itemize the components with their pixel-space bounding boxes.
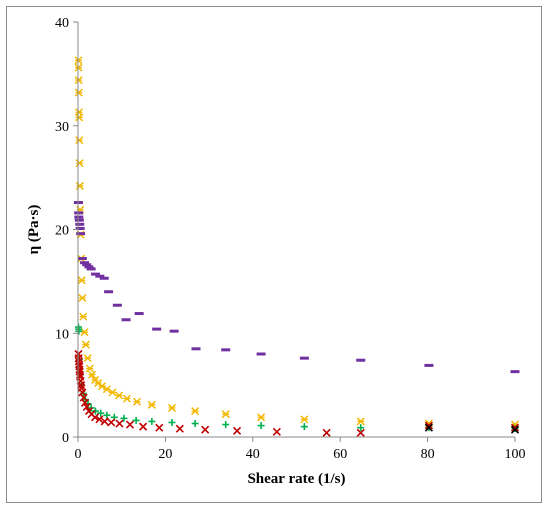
data-point <box>120 414 128 422</box>
data-point <box>87 370 97 379</box>
data-point <box>155 423 164 432</box>
data-point <box>78 293 87 303</box>
data-point <box>108 388 117 397</box>
x-tick-label: 40 <box>246 447 260 462</box>
data-point <box>191 420 199 428</box>
data-point <box>221 410 230 419</box>
data-point <box>75 327 83 335</box>
y-tick-label: 30 <box>55 120 69 135</box>
data-point <box>81 340 90 349</box>
data-point <box>80 328 89 337</box>
data-point <box>75 113 84 122</box>
axes <box>73 21 516 442</box>
y-tick-label: 10 <box>55 327 69 342</box>
data-point <box>300 415 309 424</box>
data-point <box>257 413 266 422</box>
chart-frame <box>6 6 542 503</box>
data-point <box>85 364 94 373</box>
data-point <box>90 413 100 422</box>
y-tick-label: 0 <box>62 431 69 446</box>
data-point <box>95 415 104 424</box>
data-point <box>272 427 281 436</box>
data-point <box>97 409 105 417</box>
data-point <box>510 423 520 432</box>
data-point <box>356 428 365 437</box>
data-point <box>357 424 365 432</box>
data-point <box>100 417 109 426</box>
data-point <box>122 394 131 403</box>
data-marks <box>73 56 520 437</box>
x-tick-label: 100 <box>505 447 526 462</box>
x-tick-label: 20 <box>158 447 172 462</box>
series-4 <box>74 349 520 437</box>
series-1 <box>74 56 520 429</box>
data-point <box>83 354 92 363</box>
data-point <box>222 421 230 429</box>
data-point <box>82 402 91 411</box>
data-point <box>300 423 308 431</box>
data-point <box>74 76 83 85</box>
data-point <box>125 420 135 429</box>
tick-labels: 0 10 20 30 40 0 20 40 60 80 100 <box>55 16 526 462</box>
data-point <box>74 88 83 97</box>
x-tick-label: 80 <box>421 447 435 462</box>
data-point <box>167 403 176 412</box>
data-point <box>175 424 184 433</box>
x-tick-label: 60 <box>333 447 347 462</box>
data-point <box>75 159 84 168</box>
data-point <box>77 276 86 285</box>
y-tick-label: 20 <box>55 224 69 239</box>
y-axis-title: η (Pa·s) <box>26 205 42 255</box>
data-point <box>132 397 142 406</box>
data-point <box>139 422 148 431</box>
x-tick-label: 0 <box>75 447 82 462</box>
series-2 <box>73 201 520 374</box>
data-point <box>424 421 433 430</box>
data-point <box>107 418 116 427</box>
data-point <box>132 416 140 424</box>
data-point <box>91 407 99 415</box>
data-point <box>115 419 124 428</box>
data-point <box>148 417 156 425</box>
series-5 <box>424 423 520 434</box>
data-point <box>168 418 176 426</box>
data-point <box>322 428 331 437</box>
data-point <box>510 425 520 434</box>
x-axis-title: Shear rate (1/s) <box>247 471 345 487</box>
y-tick-label: 40 <box>55 16 69 31</box>
data-point <box>75 181 84 190</box>
data-point <box>233 426 242 435</box>
data-point <box>201 425 210 434</box>
data-point <box>79 312 88 321</box>
series-3 <box>74 323 519 433</box>
data-point <box>257 422 265 430</box>
data-point <box>103 411 111 419</box>
data-point <box>424 423 433 432</box>
data-point <box>74 63 83 72</box>
data-point <box>191 407 200 416</box>
data-point <box>356 417 365 426</box>
data-point <box>115 391 124 400</box>
data-point <box>80 398 90 407</box>
data-point <box>147 400 156 409</box>
data-point <box>75 136 84 145</box>
